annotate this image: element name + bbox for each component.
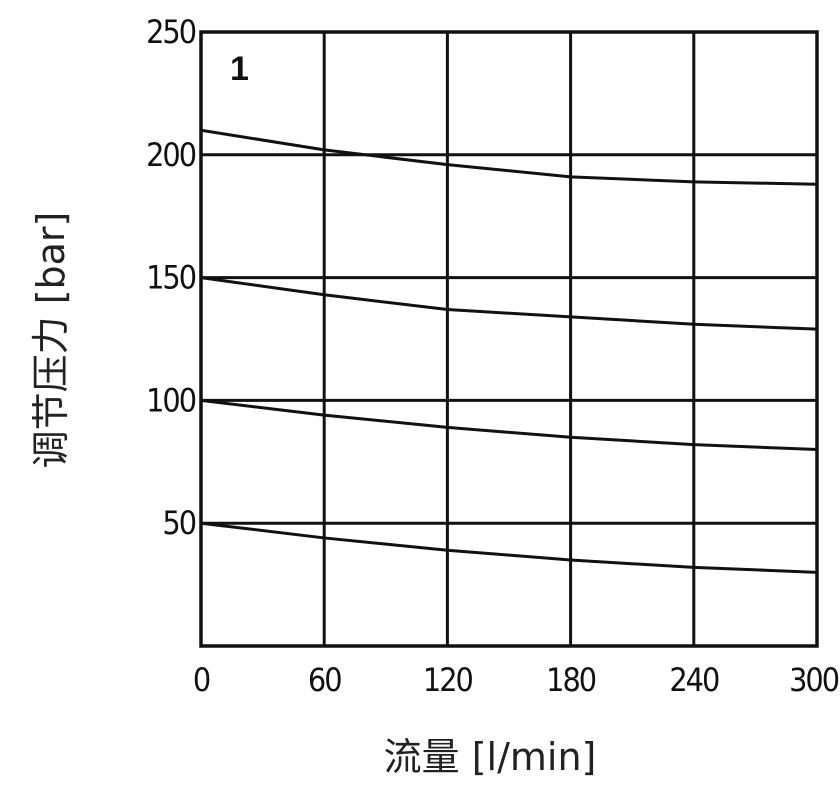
- x-tick-label-240: 240: [669, 661, 719, 699]
- x-axis-title: 流量 [l/min]: [384, 735, 597, 779]
- series-line-2: [200, 276, 818, 331]
- y-tick-label-50: 50: [162, 504, 195, 542]
- plot-frame: [199, 30, 819, 648]
- x-tick-labels: 0 60 120 180 240 300: [193, 661, 840, 699]
- x-tick-label-180: 180: [546, 661, 596, 699]
- series-line-1: [200, 128, 818, 186]
- y-tick-label-250: 250: [146, 13, 196, 51]
- y-tick-label-150: 150: [146, 259, 196, 297]
- y-tick-labels: 50 100 150 200 250: [146, 13, 198, 542]
- series-line-4: [200, 521, 818, 574]
- y-tick-label-100: 100: [146, 381, 196, 419]
- y-axis-title: 调节压力 [bar]: [29, 212, 73, 469]
- y-tick-label-200: 200: [146, 136, 196, 174]
- x-tick-label-60: 60: [308, 661, 341, 699]
- series-line-3: [200, 398, 818, 452]
- x-tick-label-120: 120: [423, 661, 473, 699]
- x-tick-label-0: 0: [193, 661, 210, 699]
- series-lines: [200, 128, 818, 574]
- panel-label: 1: [230, 50, 249, 88]
- x-tick-label-300: 300: [789, 661, 839, 699]
